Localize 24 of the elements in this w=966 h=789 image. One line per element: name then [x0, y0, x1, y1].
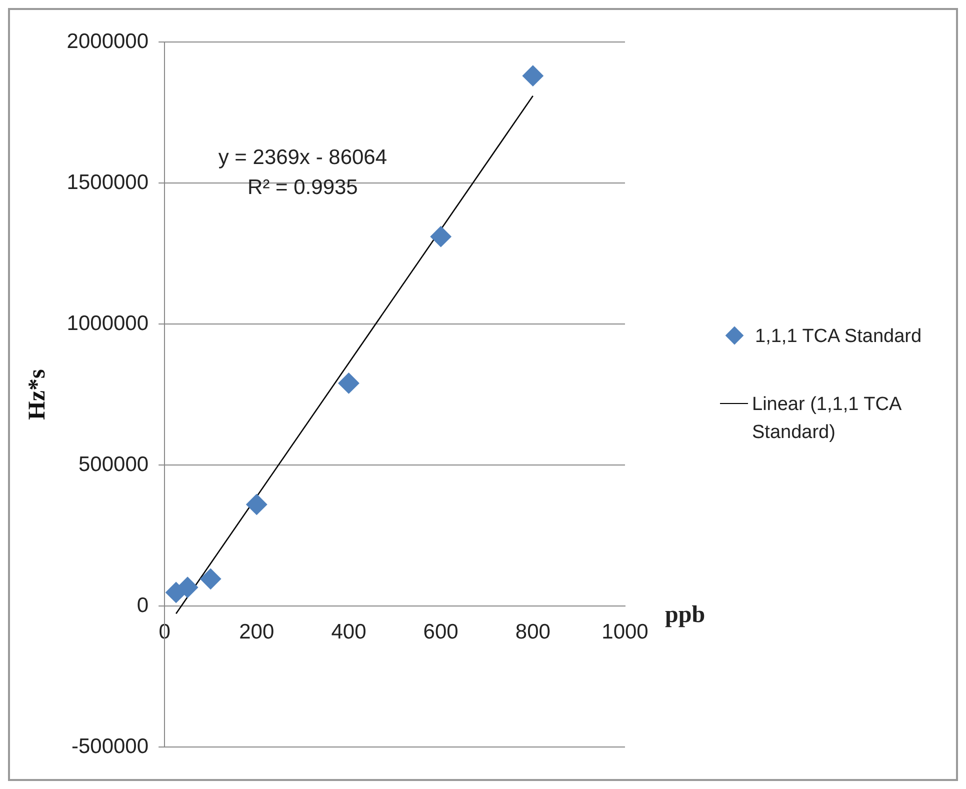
y-tick-label: 0 [136, 594, 149, 617]
y-tick-label: 2000000 [66, 30, 149, 53]
x-tick-label: 600 [423, 620, 458, 644]
y-tick-label: -500000 [71, 734, 149, 758]
annotation: R² = 0.9935 [248, 176, 358, 200]
x-tick-label: 0 [158, 620, 170, 644]
point [200, 568, 222, 590]
x-tick-label: 400 [331, 620, 366, 644]
x-tick-label: 200 [239, 620, 274, 644]
point [522, 65, 544, 86]
point [246, 494, 268, 515]
x-tick-label: 1000 [602, 620, 648, 644]
point [177, 576, 198, 598]
annotation: y = 2369x - 86064 [218, 146, 388, 170]
y-axis-title: Hz*s [24, 369, 51, 420]
legend-label: Linear (1,1,1 TCA Standard) [752, 392, 902, 444]
x-axis-title: ppb [665, 602, 706, 628]
point [430, 226, 452, 248]
legend-label: 1,1,1 TCA Standard [755, 324, 922, 348]
x-tick-label: 800 [515, 620, 550, 644]
y-tick-label: 1500000 [66, 170, 149, 194]
point [338, 372, 360, 394]
y-tick-label: 500000 [78, 452, 149, 476]
y-tick-label: 1000000 [66, 312, 149, 335]
